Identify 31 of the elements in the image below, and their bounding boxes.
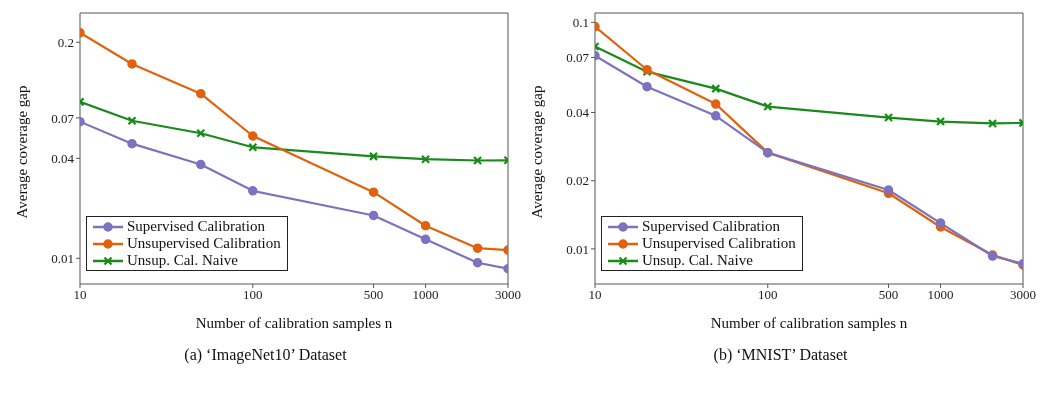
y-tick-label: 0.02	[566, 173, 589, 189]
legend-label: Supervised Calibration	[642, 218, 780, 235]
y-axis-title: Average coverage gap	[14, 85, 31, 219]
legend-label: Unsupervised Calibration	[642, 235, 796, 252]
x-tick-label: 1000	[412, 287, 439, 303]
legend-label: Unsupervised Calibration	[127, 235, 281, 252]
x-tick-label: 3000	[1010, 287, 1036, 303]
x-tick-label: 1000	[927, 287, 954, 303]
y-tick-label: 0.04	[51, 150, 75, 166]
legend-label: Unsup. Cal. Naive	[127, 252, 238, 269]
x-tick-label: 500	[878, 287, 899, 303]
x-axis-title: Number of calibration samples n	[710, 315, 908, 331]
y-tick-label: 0.1	[572, 14, 589, 30]
text: (a) ‘ImageNet10’ Dataset	[183, 346, 348, 364]
x-tick-label: 500	[363, 287, 384, 303]
y-tick-label: 0.07	[51, 110, 75, 126]
x-tick-label: 10	[588, 287, 602, 303]
y-tick-label: 0.04	[566, 105, 590, 121]
y-tick-label: 0.01	[51, 250, 74, 266]
y-tick-label: 0.2	[57, 34, 74, 50]
x-tick-label: 100	[758, 287, 778, 303]
text: (b) ‘MNIST’ Dataset	[712, 346, 849, 364]
legend-label: Unsup. Cal. Naive	[642, 252, 753, 269]
x-tick-label: 100	[243, 287, 263, 303]
y-tick-label: 0.01	[566, 241, 589, 257]
y-axis-title: Average coverage gap	[529, 85, 546, 219]
x-axis-title: Number of calibration samples n	[195, 315, 393, 331]
x-tick-label: 10	[73, 287, 87, 303]
legend-label: Supervised Calibration	[127, 218, 265, 235]
y-tick-label: 0.07	[566, 50, 590, 66]
x-tick-label: 3000	[495, 287, 521, 303]
